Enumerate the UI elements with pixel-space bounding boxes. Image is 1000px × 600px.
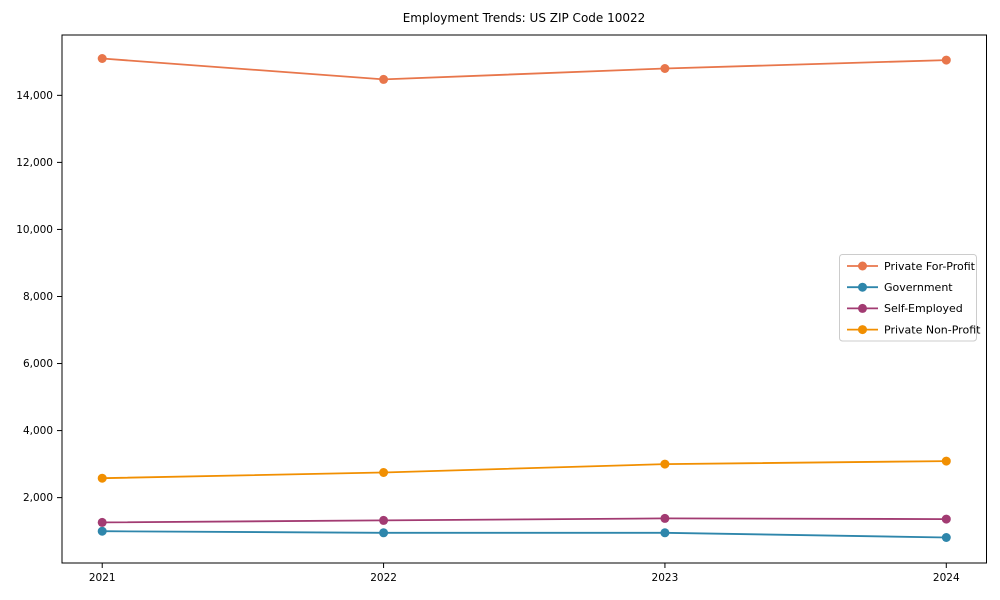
data-point-government-2024 xyxy=(941,533,951,542)
x-tick-label: 2022 xyxy=(370,572,397,584)
series-self-employed xyxy=(97,513,951,527)
data-point-private-non-profit-2022 xyxy=(379,468,389,477)
data-point-government-2022 xyxy=(379,528,389,538)
x-axis: 2021 2022 2023 2024 xyxy=(89,563,960,584)
legend-marker-self-employed xyxy=(858,303,867,313)
chart-title: Employment Trends: US ZIP Code 10022 xyxy=(403,11,646,25)
data-point-private-non-profit-2021 xyxy=(97,473,107,483)
legend-item-private-for-profit: Private For-Profit xyxy=(847,260,976,273)
legend-label: Government xyxy=(884,281,953,294)
data-point-private-for-profit-2021 xyxy=(97,54,107,63)
data-point-government-2021 xyxy=(97,526,107,536)
series-line-private-non-profit xyxy=(102,460,947,480)
legend: Private For-Profit Government Self-Employe… xyxy=(839,254,981,342)
plot-area-border xyxy=(61,34,987,564)
y-tick-label: 10,000 xyxy=(16,224,53,236)
x-tick-label: 2023 xyxy=(652,572,679,584)
data-point-self-employed-2021 xyxy=(97,517,107,527)
series-line-self-employed xyxy=(102,517,947,524)
data-point-government-2023 xyxy=(660,528,670,538)
y-tick-label: 12,000 xyxy=(16,157,53,169)
legend-marker-private-non-profit xyxy=(858,325,867,335)
data-point-private-for-profit-2023 xyxy=(660,64,670,73)
series-private-for-profit xyxy=(97,54,951,84)
series-line-private-for-profit xyxy=(102,57,947,81)
legend-box xyxy=(839,254,977,342)
series-private-non-profit xyxy=(97,456,951,483)
y-tick-label: 2,000 xyxy=(23,492,53,504)
legend-label: Private Non-Profit xyxy=(884,323,981,336)
series-layer xyxy=(97,54,951,542)
data-point-self-employed-2023 xyxy=(660,513,670,523)
data-point-private-for-profit-2022 xyxy=(379,74,389,84)
data-point-private-for-profit-2024 xyxy=(941,55,951,65)
data-point-self-employed-2022 xyxy=(379,515,389,525)
y-axis: 2,000 4,000 6,000 8,000 10,000 12,000 14,000 xyxy=(16,90,62,504)
legend-marker-government xyxy=(858,282,867,292)
series-line-government xyxy=(102,530,947,539)
x-tick-label: 2024 xyxy=(933,572,960,584)
legend-label: Private For-Profit xyxy=(884,260,976,273)
y-tick-label: 8,000 xyxy=(23,291,53,303)
y-tick-label: 4,000 xyxy=(23,425,53,437)
legend-label: Self-Employed xyxy=(884,302,963,315)
legend-item-government: Government xyxy=(847,281,953,294)
x-tick-label: 2021 xyxy=(89,572,116,584)
data-point-self-employed-2024 xyxy=(941,514,951,524)
y-tick-label: 14,000 xyxy=(16,90,53,102)
y-tick-label: 6,000 xyxy=(23,358,53,370)
legend-marker-private-for-profit xyxy=(858,261,867,271)
series-government xyxy=(97,526,951,542)
legend-item-self-employed: Self-Employed xyxy=(847,302,963,315)
legend-item-private-non-profit: Private Non-Profit xyxy=(847,323,981,336)
data-point-private-non-profit-2023 xyxy=(660,459,670,469)
data-point-private-non-profit-2024 xyxy=(941,456,951,466)
